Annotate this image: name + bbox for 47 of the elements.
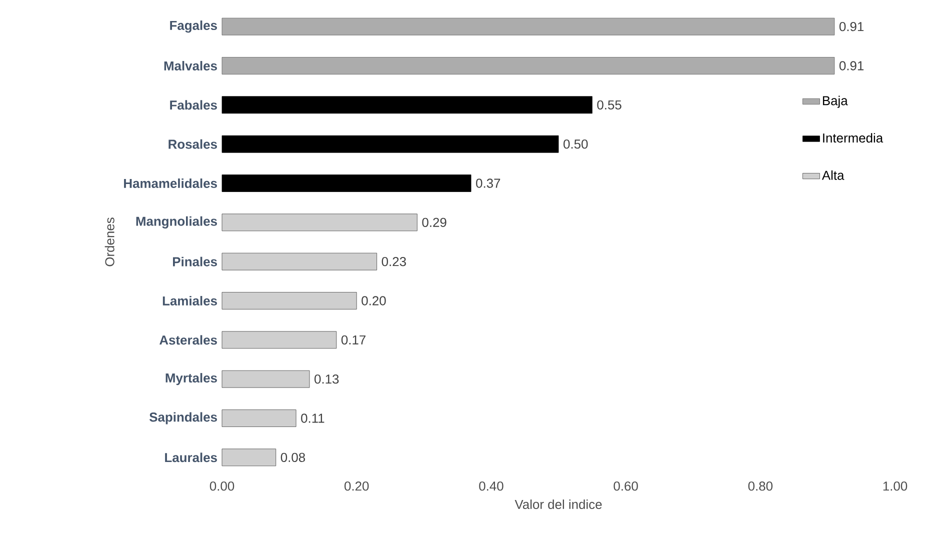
data-label: 0.13 <box>314 374 339 384</box>
y-tick-label: Pinales <box>172 256 217 266</box>
data-label: 0.55 <box>597 100 622 110</box>
y-tick-label: Asterales <box>160 335 217 345</box>
y-tick-label: Mangnoliales <box>136 216 217 228</box>
data-label: 0.29 <box>422 218 446 227</box>
data-label: 0.50 <box>564 139 588 149</box>
data-label: 0.91 <box>839 61 864 70</box>
y-tick-label: Fagales <box>170 20 217 33</box>
x-tick-label: 0.20 <box>344 482 369 491</box>
legend-label: Baja <box>822 96 848 108</box>
y-axis-title: Ordenes <box>104 218 114 266</box>
data-label: 0.08 <box>280 452 306 462</box>
bar <box>222 448 276 466</box>
x-tick-label: 0.60 <box>614 482 638 491</box>
y-tick-label: Sapindales <box>149 412 217 424</box>
bar <box>222 252 377 270</box>
y-tick-label: Laurales <box>165 452 217 462</box>
bar <box>222 410 296 427</box>
bar <box>222 214 418 232</box>
bar <box>222 57 835 74</box>
y-tick-label: Fabales <box>170 100 217 110</box>
y-tick-label: Myrtales <box>166 373 217 386</box>
bar <box>222 135 559 153</box>
x-tick-label: 0.80 <box>748 482 773 491</box>
bar <box>222 96 592 114</box>
data-label: 0.23 <box>382 256 406 266</box>
legend-label: Intermedia <box>823 133 884 143</box>
x-tick-label: 0.40 <box>479 482 504 491</box>
bar <box>222 18 835 36</box>
bar <box>222 331 337 349</box>
bar <box>222 292 357 310</box>
data-label: 0.11 <box>301 414 324 423</box>
y-tick-label: Rosales <box>168 139 217 149</box>
data-label: 0.17 <box>341 335 366 344</box>
legend-label: Alta <box>822 170 844 180</box>
x-tick-label: 0.00 <box>210 482 234 491</box>
y-tick-label: Malvales <box>164 60 217 70</box>
y-tick-label: Hamamelidales <box>124 178 217 188</box>
data-label: 0.91 <box>839 22 864 32</box>
data-label: 0.37 <box>476 178 500 188</box>
x-tick-label: 1.00 <box>883 482 908 491</box>
x-axis-title: Valor del indice <box>514 500 602 510</box>
bar <box>222 174 472 192</box>
bar <box>222 370 310 388</box>
y-tick-label: Lamiales <box>162 296 217 306</box>
data-label: 0.20 <box>362 296 386 306</box>
